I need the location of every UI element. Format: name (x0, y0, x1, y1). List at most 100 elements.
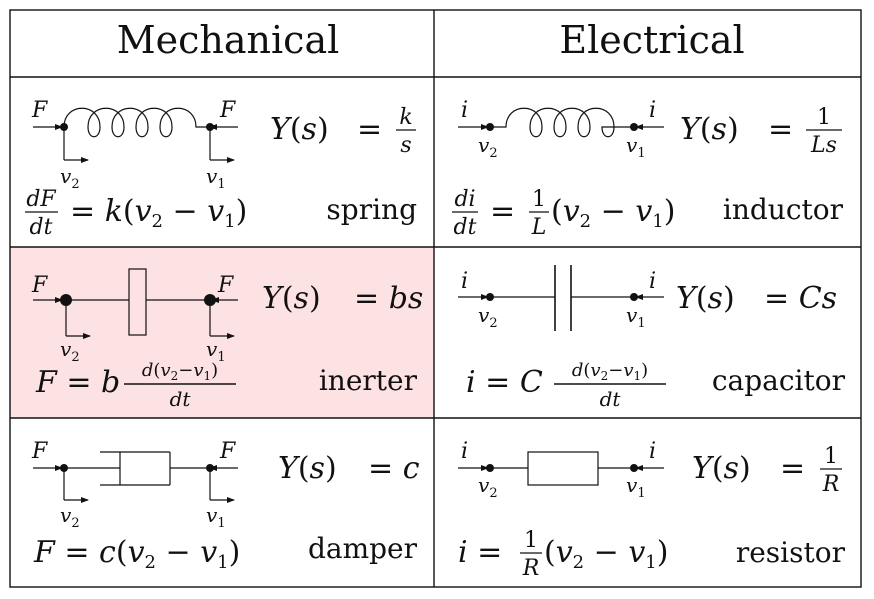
svg-text:dt: dt (30, 215, 53, 240)
svg-text:dt: dt (170, 387, 192, 411)
node-label-v2: v2 (478, 473, 498, 501)
node-v2-dot (60, 294, 72, 306)
node-v1-dot (630, 293, 638, 301)
node-v1-dot (206, 464, 214, 472)
element-name-spring: spring (326, 193, 417, 226)
damper-symbol (33, 451, 238, 503)
damper-cell: F F v2 v1 Y(s) = c F = c(v2 − v1) damper (31, 439, 420, 573)
force-label-right: F (219, 98, 236, 123)
node-label-v2: v2 (60, 164, 80, 192)
svg-text:R: R (822, 472, 840, 497)
svg-text:dt: dt (454, 215, 477, 240)
resistor-equation: i = 1 R (v2 − v1) (458, 528, 668, 581)
node-label-v1: v1 (206, 164, 226, 192)
admittance-rhs: = bs (354, 281, 423, 316)
spring-equation: dF dt = k(v2 − v1) (25, 187, 247, 240)
resistor-cell: i i v2 v1 Y(s) = 1 R i = 1 R (v2 − v1) r… (458, 439, 846, 581)
admittance-lhs: Y(s) (270, 112, 329, 147)
spring-coil-icon (63, 107, 208, 138)
element-name-inerter: inerter (319, 364, 418, 397)
admittance-lhs: Y(s) (680, 112, 739, 147)
svg-text:i =: i = (458, 535, 502, 570)
damper-equation: F = c(v2 − v1) (33, 535, 240, 573)
svg-text:di: di (454, 187, 475, 212)
current-label-left: i (461, 439, 468, 464)
inerter-equation: F = b d(v2−v1) dt (35, 360, 236, 411)
inductor-coil-icon (490, 107, 634, 138)
admittance-lhs: Y(s) (692, 451, 751, 486)
inerter-flywheel-icon (128, 268, 147, 336)
svg-text:1: 1 (817, 105, 831, 130)
svg-text:dt: dt (600, 387, 622, 411)
current-label-right: i (649, 269, 656, 294)
svg-text:k: k (399, 105, 412, 130)
svg-text:(v2 − v1): (v2 − v1) (544, 535, 668, 573)
element-name-resistor: resistor (736, 536, 846, 569)
svg-text:R: R (522, 556, 540, 581)
equals-sign: = (768, 112, 793, 147)
node-v2-dot (60, 123, 68, 131)
node-label-v1: v1 (626, 303, 646, 331)
svg-text:d(v2−v1): d(v2−v1) (142, 360, 218, 383)
force-label-right: F (217, 273, 234, 298)
admittance-rhs-1-over-Ls: 1 Ls (806, 105, 842, 158)
admittance-rhs: = Cs (764, 281, 837, 316)
capacitor-cell: i i v2 v1 Y(s) = Cs i = C d(v2−v1) dt ca… (458, 265, 846, 411)
header-mechanical: Mechanical (117, 18, 340, 62)
header-electrical: Electrical (559, 18, 744, 62)
current-label-left: i (461, 269, 468, 294)
node-label-v2: v2 (60, 503, 80, 531)
svg-text:L: L (531, 215, 547, 240)
node-v2-dot (486, 293, 494, 301)
node-v2-dot (486, 464, 494, 472)
svg-text:F = b: F = b (35, 365, 120, 400)
node-v2-dot (60, 464, 68, 472)
node-v1-dot (630, 464, 638, 472)
force-label-left: F (31, 98, 48, 123)
node-label-v1: v1 (626, 133, 646, 161)
inductor-cell: i i v2 v1 Y(s) = 1 Ls di dt = 1 L (v2 − … (452, 98, 844, 240)
svg-text:i = C: i = C (466, 365, 543, 400)
capacitor-symbol (458, 265, 664, 331)
node-label-v1: v1 (626, 473, 646, 501)
admittance-lhs: Y(s) (676, 281, 735, 316)
svg-text:d(v2−v1): d(v2−v1) (572, 360, 648, 383)
inerter-cell-highlight (10, 247, 434, 418)
node-label-v2: v2 (478, 303, 498, 331)
equals-sign: = (357, 112, 382, 147)
svg-text:1: 1 (524, 528, 538, 553)
admittance-lhs: Y(s) (262, 281, 321, 316)
resistor-symbol (458, 451, 664, 486)
node-v1-dot (206, 123, 214, 131)
inductor-equation: di dt = 1 L (v2 − v1) (452, 187, 675, 240)
inductor-symbol (458, 107, 664, 138)
dashpot-icon (100, 451, 171, 486)
svg-text:1: 1 (824, 444, 838, 469)
table-grid (9, 9, 862, 588)
node-v1-dot (630, 123, 638, 131)
current-label-right: i (649, 439, 656, 464)
svg-text:Ls: Ls (810, 133, 837, 158)
element-name-inductor: inductor (723, 193, 844, 226)
admittance-lhs: Y(s) (278, 451, 337, 486)
element-name-capacitor: capacitor (712, 364, 846, 397)
node-label-v2: v2 (478, 133, 498, 161)
spring-cell: F F v2 v1 Y(s) = k s dF dt = k(v2 − v1) … (25, 98, 417, 240)
capacitor-equation: i = C d(v2−v1) dt (466, 360, 666, 411)
svg-text:(v2 − v1): (v2 − v1) (551, 194, 675, 232)
inerter-cell: F F v2 v1 Y(s) = bs F = b d(v2−v1) dt in… (31, 268, 423, 411)
svg-text:1: 1 (532, 187, 546, 212)
current-label-right: i (649, 98, 656, 123)
equals-sign: = (780, 451, 805, 486)
resistor-box-icon (527, 451, 599, 486)
node-v1-dot (204, 294, 216, 306)
svg-text:s: s (400, 133, 411, 158)
node-label-v1: v1 (206, 503, 226, 531)
admittance-rhs-1-over-R: 1 R (820, 444, 842, 497)
svg-text:dF: dF (26, 187, 56, 212)
current-label-left: i (461, 98, 468, 123)
svg-text:=: = (490, 194, 515, 229)
node-v2-dot (486, 123, 494, 131)
spring-symbol (33, 107, 238, 163)
